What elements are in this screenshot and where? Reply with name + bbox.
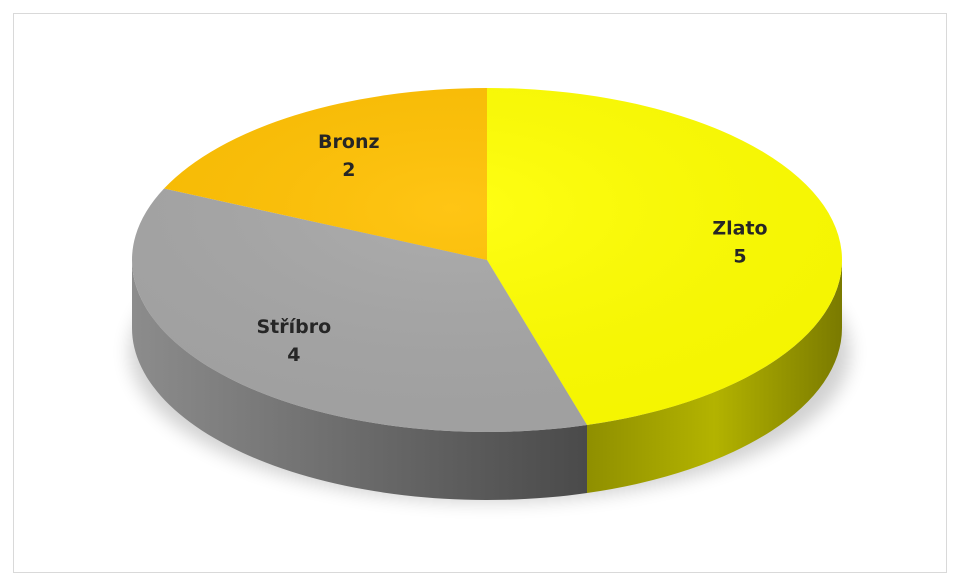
slice-side-zlato: [587, 260, 842, 494]
slice-side-stribro: [132, 260, 588, 501]
pie-top-shine: [132, 88, 842, 432]
slice-label-zlato: Zlato 5: [712, 217, 767, 267]
slice-label-stribro: Stříbro 4: [256, 316, 331, 366]
slice-label-bronz: Bronz 2: [318, 131, 380, 181]
